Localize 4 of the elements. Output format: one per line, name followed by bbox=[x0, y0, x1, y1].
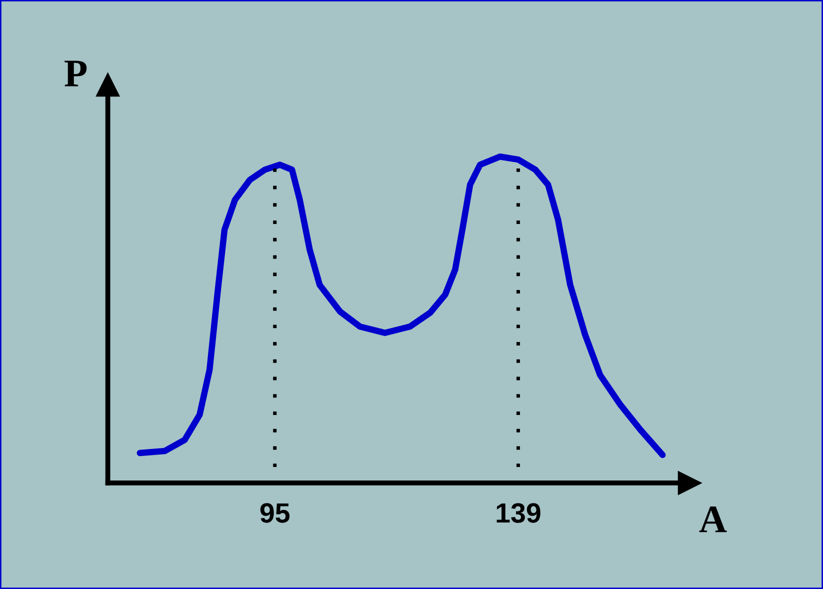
x-tick-label: 95 bbox=[260, 503, 290, 523]
x-tick-label: 139 bbox=[496, 503, 540, 523]
x-axis-title: A bbox=[699, 506, 727, 532]
y-axis-title: P bbox=[64, 60, 87, 86]
